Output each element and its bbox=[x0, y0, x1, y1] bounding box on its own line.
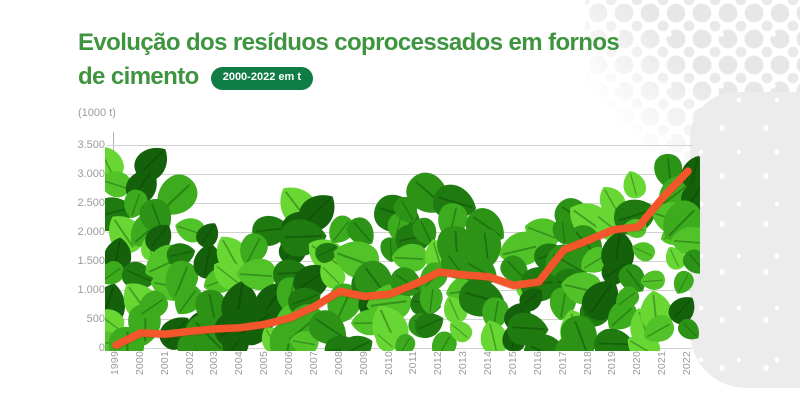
x-tick-label: 2022 bbox=[681, 351, 693, 376]
x-tick-label: 2014 bbox=[482, 351, 495, 376]
y-axis-unit-label: (1000 t) bbox=[78, 107, 116, 119]
x-tick-label: 2003 bbox=[208, 351, 221, 376]
x-tick-label: 2005 bbox=[258, 351, 271, 376]
y-tick-label: 2.000 bbox=[77, 225, 105, 238]
y-gridline bbox=[107, 144, 692, 146]
x-tick-label: 2000 bbox=[133, 351, 146, 376]
x-tick-label: 2015 bbox=[506, 351, 519, 376]
title-line-2: de cimento 2000-2022 em t bbox=[78, 60, 638, 94]
x-tick-label: 2001 bbox=[158, 351, 171, 376]
trend-line bbox=[112, 167, 692, 349]
title-line-1: Evolução dos resíduos coprocessados em f… bbox=[78, 29, 620, 56]
header: Evolução dos resíduos coprocessados em f… bbox=[78, 26, 638, 94]
y-tick-label: 500 bbox=[86, 312, 105, 325]
title-line-2-text: de cimento bbox=[78, 63, 199, 91]
trend-line-layer bbox=[112, 167, 692, 349]
y-tick-label: 0 bbox=[98, 341, 105, 354]
y-tick-label: 3.500 bbox=[77, 138, 105, 151]
x-tick-label: 2012 bbox=[432, 351, 445, 376]
right-gray-panel-decoration bbox=[690, 92, 800, 388]
x-tick-label: 2019 bbox=[606, 351, 619, 376]
y-tick-label: 1.500 bbox=[77, 254, 105, 267]
x-tick-label: 2004 bbox=[233, 351, 246, 376]
x-tick-label: 1999 bbox=[109, 351, 121, 376]
x-tick-label: 2020 bbox=[631, 351, 644, 376]
period-badge: 2000-2022 em t bbox=[210, 67, 313, 90]
x-tick-label: 2010 bbox=[382, 351, 395, 376]
x-tick-label: 2008 bbox=[332, 351, 345, 376]
y-tick-label: 3.000 bbox=[77, 167, 105, 180]
x-tick-label: 2006 bbox=[283, 351, 296, 376]
x-tick-label: 2011 bbox=[407, 351, 420, 375]
x-tick-label: 2017 bbox=[556, 351, 569, 376]
x-tick-label: 2009 bbox=[357, 351, 370, 376]
x-tick-label: 2007 bbox=[307, 351, 320, 376]
y-gridline bbox=[107, 173, 692, 175]
y-tick-label: 2.500 bbox=[77, 196, 105, 209]
y-tick-label: 1.000 bbox=[77, 283, 105, 296]
x-tick-label: 2021 bbox=[656, 351, 669, 376]
x-tick-label: 2018 bbox=[581, 351, 594, 376]
x-tick-label: 2013 bbox=[457, 351, 470, 376]
page-title: Evolução dos resíduos coprocessados em f… bbox=[78, 26, 638, 94]
x-tick-label: 2002 bbox=[183, 351, 196, 376]
x-tick-label: 2016 bbox=[531, 351, 544, 376]
